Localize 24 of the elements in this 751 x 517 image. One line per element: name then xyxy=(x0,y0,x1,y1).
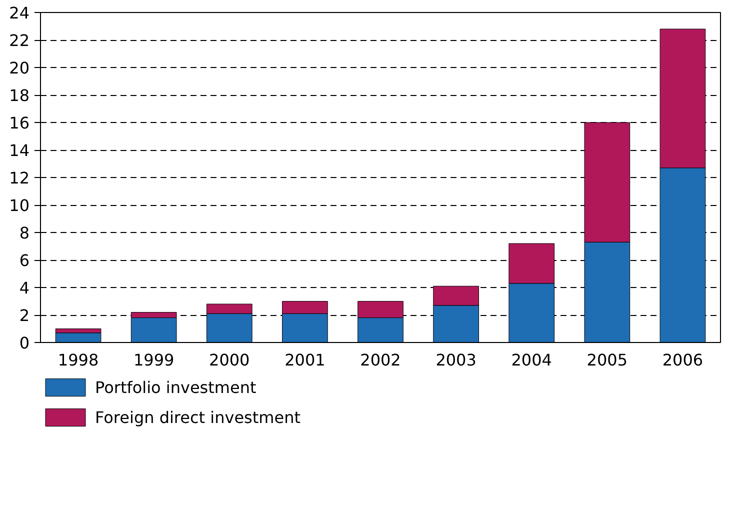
y-tick-label: 12 xyxy=(9,168,30,188)
x-tick-label: 2003 xyxy=(436,350,476,370)
y-tick-label: 0 xyxy=(19,334,30,352)
y-tick-label: 6 xyxy=(19,251,30,270)
y-tick-label: 24 xyxy=(9,4,30,22)
x-tick-label: 2000 xyxy=(209,350,250,370)
x-tick-label: 2002 xyxy=(360,350,401,370)
x-tick-label: 2001 xyxy=(284,350,326,370)
y-tick-label: 16 xyxy=(9,114,30,132)
x-tick-label: 1998 xyxy=(58,350,99,370)
y-tick-label: 18 xyxy=(9,86,30,105)
legend-label: Portfolio investment xyxy=(95,378,256,396)
legend-label: Foreign direct investment xyxy=(95,408,300,426)
y-tick-label: 20 xyxy=(9,58,30,78)
y-tick-label: 8 xyxy=(19,224,30,242)
x-tick-label: 1999 xyxy=(133,350,174,370)
y-tick-label: 2 xyxy=(19,306,30,325)
y-tick-label: 10 xyxy=(9,196,30,215)
y-tick-label: 22 xyxy=(9,31,30,50)
y-tick-label: 14 xyxy=(9,141,30,160)
x-tick-label: 2005 xyxy=(586,350,628,370)
y-tick-label: 4 xyxy=(19,278,30,298)
x-tick-label: 2006 xyxy=(662,350,704,370)
x-tick-label: 2004 xyxy=(511,350,552,370)
